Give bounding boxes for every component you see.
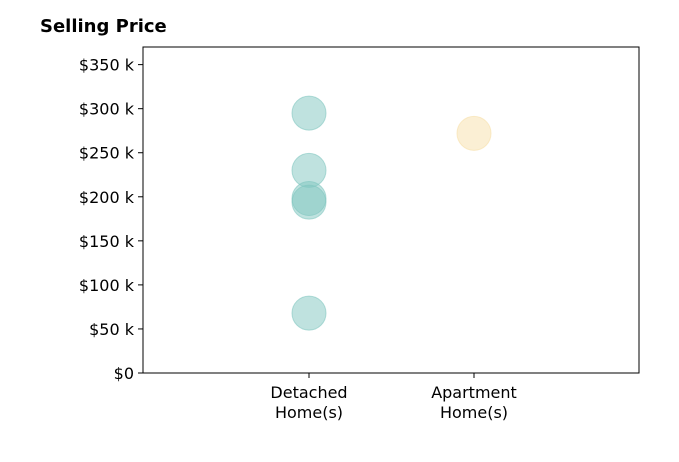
data-point <box>291 95 327 131</box>
data-point <box>291 295 327 331</box>
y-tick-label: $300 k <box>79 100 135 119</box>
y-tick-label: $250 k <box>79 144 135 163</box>
y-tick-label: $0 <box>114 364 134 383</box>
y-tick-label: $350 k <box>79 56 135 75</box>
data-point <box>291 184 327 220</box>
y-tick-label: $50 k <box>89 320 135 339</box>
y-tick-label: $100 k <box>79 276 135 295</box>
plot-frame <box>142 46 640 374</box>
x-tick-label: Detached Home(s) <box>270 383 347 422</box>
y-tick-label: $150 k <box>79 232 135 251</box>
x-tick-label: Apartment Home(s) <box>431 383 517 422</box>
y-tick-label: $200 k <box>79 188 135 207</box>
chart-title: Selling Price <box>40 16 167 37</box>
data-point <box>456 115 492 151</box>
